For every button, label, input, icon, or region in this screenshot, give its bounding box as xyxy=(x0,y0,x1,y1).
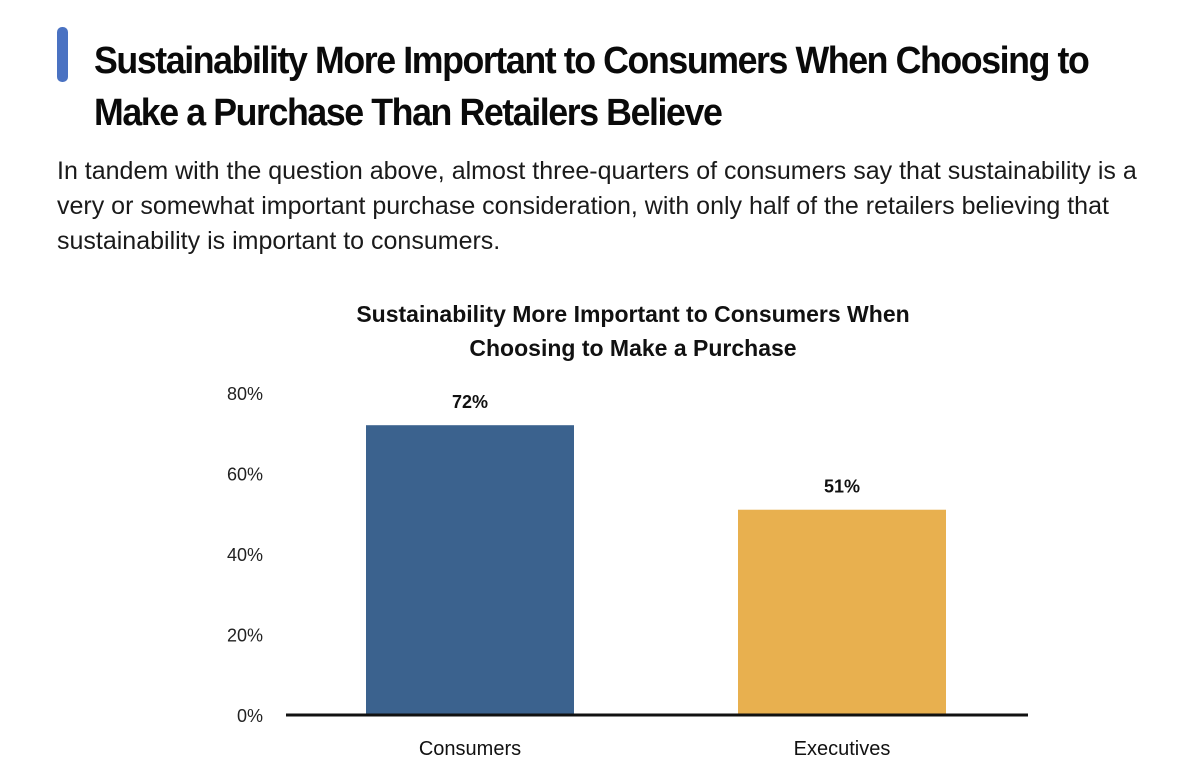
y-tick-label: 40% xyxy=(227,545,263,565)
page-heading: Sustainability More Important to Consume… xyxy=(94,40,1090,134)
bar-consumers xyxy=(366,425,574,715)
bar-executives xyxy=(738,509,946,715)
value-label-executives: 51% xyxy=(824,477,860,497)
value-labels: 72% 51% xyxy=(452,392,860,497)
chart-title-line-1: Sustainability More Important to Consume… xyxy=(356,301,909,327)
intro-paragraph: In tandem with the question above, almos… xyxy=(57,157,1137,255)
y-tick-label: 0% xyxy=(237,706,263,726)
bars xyxy=(366,425,946,715)
y-tick-label: 20% xyxy=(227,626,263,646)
x-axis-labels: Consumers Executives xyxy=(419,738,890,760)
chart-title-line-2: Choosing to Make a Purchase xyxy=(469,335,796,361)
x-tick-label-consumers: Consumers xyxy=(419,738,521,760)
heading-accent-bar xyxy=(57,27,68,82)
y-tick-label: 80% xyxy=(227,384,263,404)
y-tick-label: 60% xyxy=(227,465,263,485)
value-label-consumers: 72% xyxy=(452,392,488,412)
x-tick-label-executives: Executives xyxy=(794,738,891,760)
bar-chart: Sustainability More Important to Consume… xyxy=(227,301,1028,760)
y-axis-labels: 0% 20% 40% 60% 80% xyxy=(227,384,263,726)
